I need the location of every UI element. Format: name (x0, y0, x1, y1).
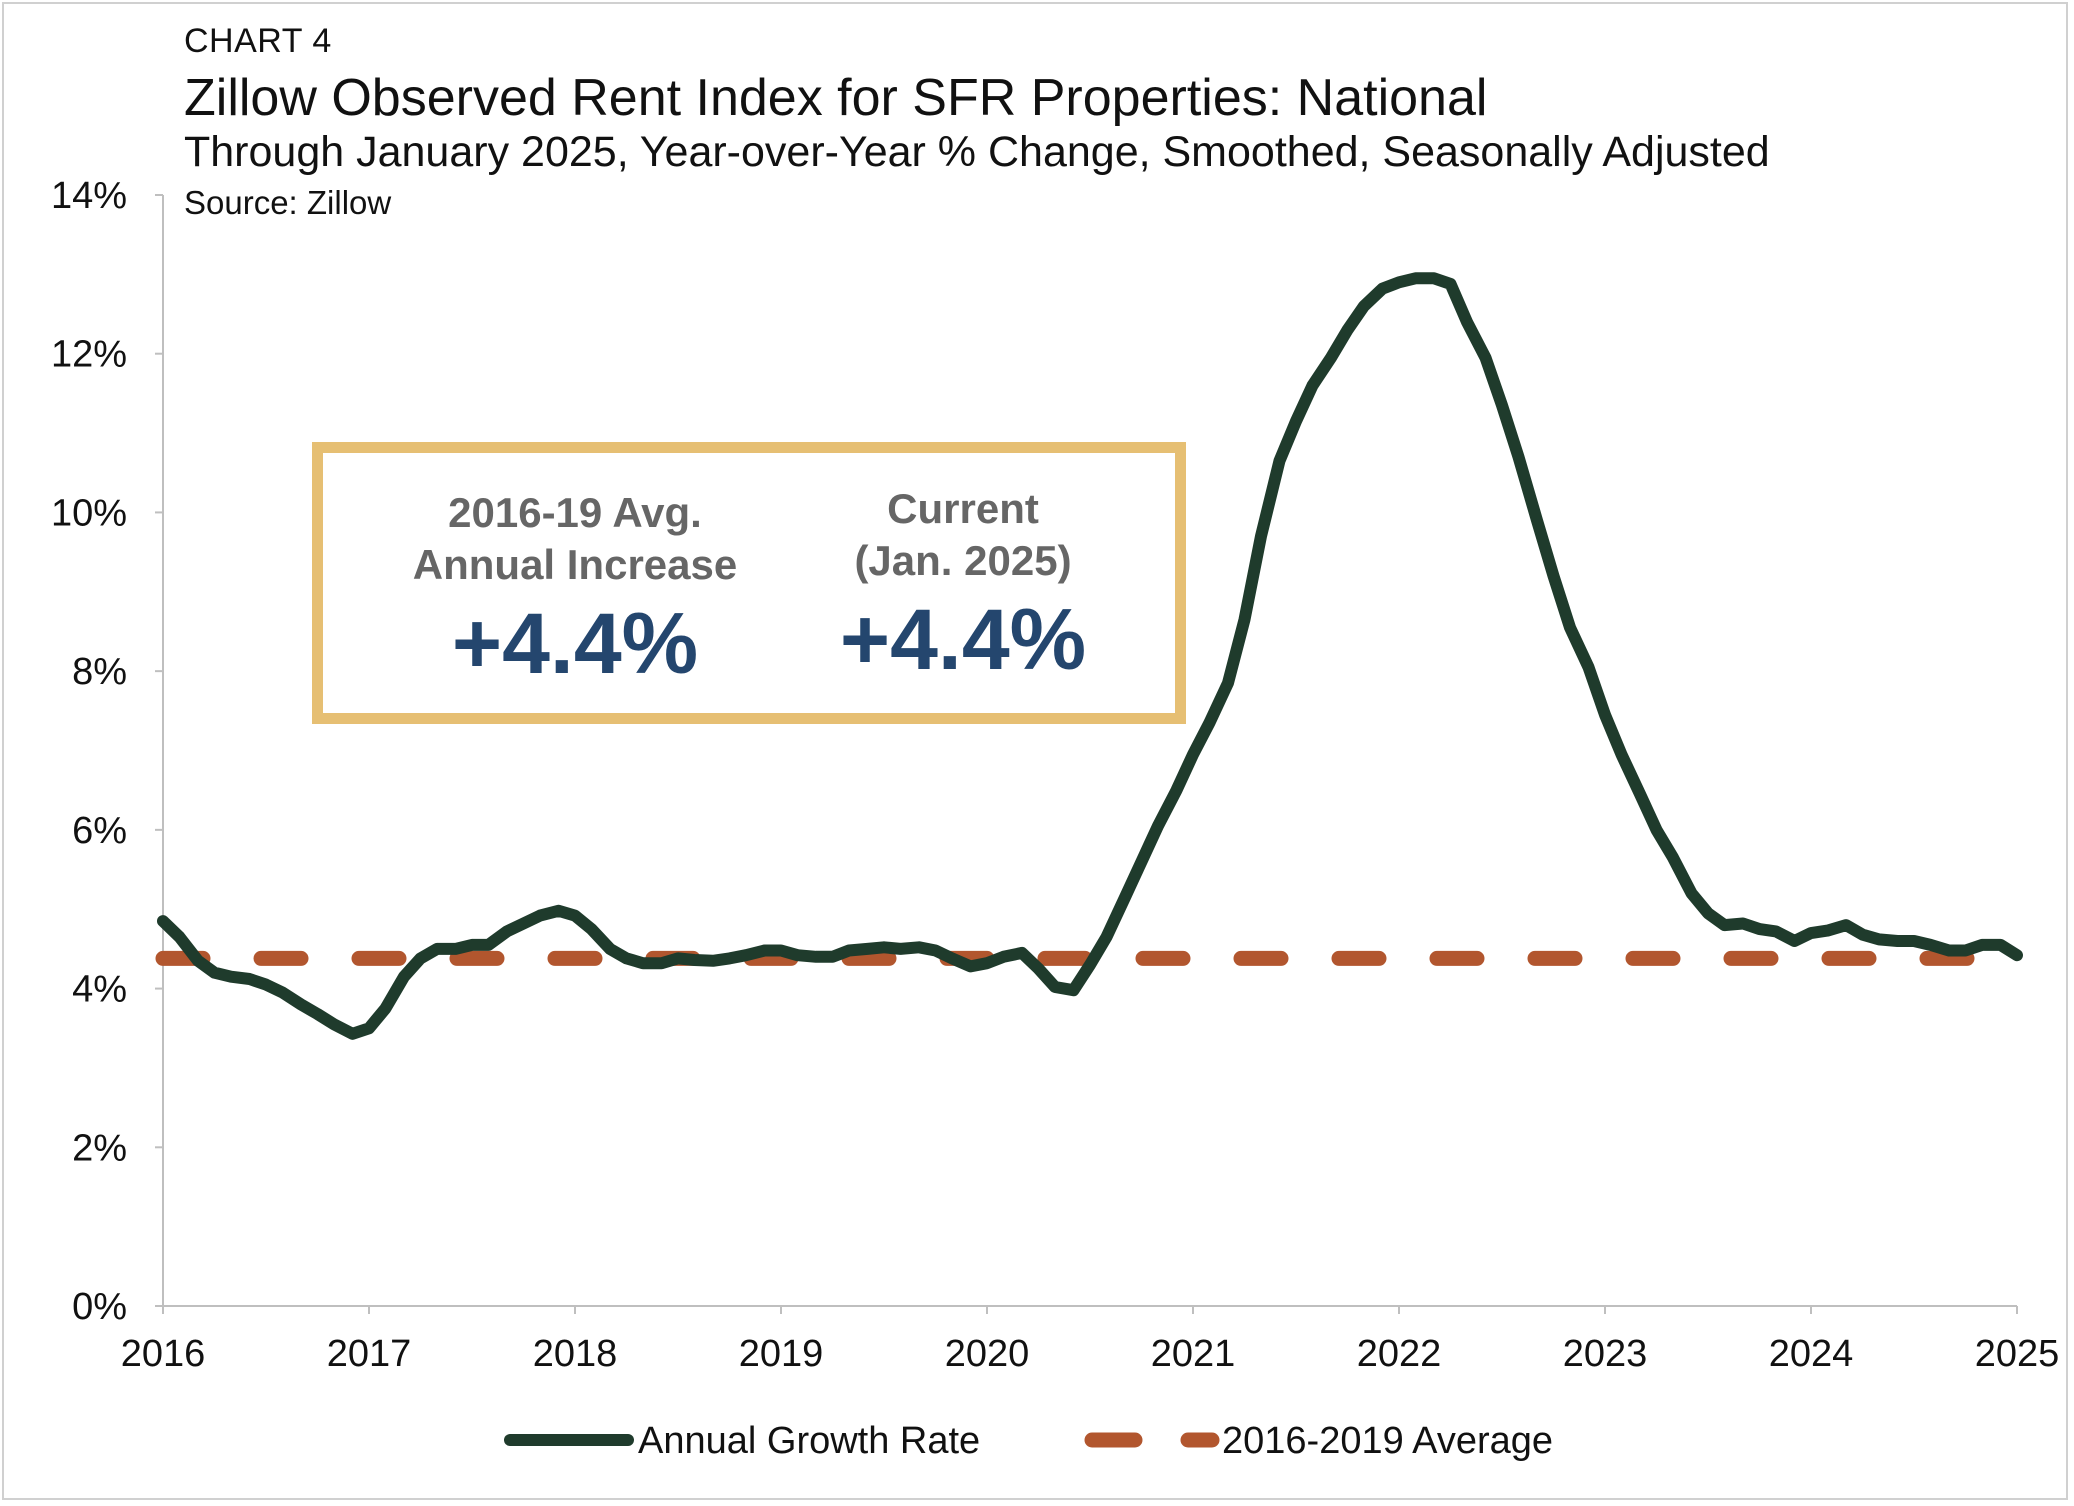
axes: 0% 2% 4% 6% 8% 10% 12% 14% 2016 2017 2018 2019 2020 2… (51, 175, 2059, 1375)
x-tick-label: 2018 (533, 1333, 618, 1375)
x-tick-label: 2016 (121, 1333, 206, 1375)
callout-average-value: +4.4% (451, 596, 699, 692)
callout-current-label-2: (Jan. 2025) (854, 537, 1072, 584)
chart-marks (155, 272, 2025, 1040)
callout-average-label-2: Annual Increase (412, 541, 738, 588)
y-tick-label: 8% (72, 651, 127, 693)
x-tick-label: 2024 (1769, 1333, 1854, 1375)
x-tick-label: 2019 (739, 1333, 824, 1375)
chart-subtitle: Through January 2025, Year-over-Year % C… (184, 128, 1770, 176)
series-line-annual-growth (157, 272, 2023, 1040)
callout-current-label-1: Current (887, 485, 1039, 532)
callout-current-value: +4.4% (839, 592, 1087, 688)
x-tick-label: 2025 (1975, 1333, 2060, 1375)
y-tick-label: 4% (72, 969, 127, 1011)
x-tick-label: 2021 (1151, 1333, 1236, 1375)
legend-label-annual-growth: Annual Growth Rate (638, 1420, 980, 1462)
y-tick-label: 14% (51, 175, 127, 217)
x-tick-label: 2020 (945, 1333, 1030, 1375)
x-tick-label: 2017 (327, 1333, 412, 1375)
x-tick-label: 2022 (1357, 1333, 1442, 1375)
chart-label: CHART 4 (184, 22, 332, 60)
callout-average-label-1: 2016-19 Avg. (448, 489, 702, 536)
y-tick-label: 10% (51, 492, 127, 534)
callout-box: 2016-19 Avg. Annual Increase +4.4% Curre… (312, 442, 1186, 724)
y-tick-label: 2% (72, 1127, 127, 1169)
y-tick-label: 0% (72, 1286, 127, 1328)
chart-source: Source: Zillow (184, 184, 392, 221)
x-tick-label: 2023 (1563, 1333, 1648, 1375)
legend-label-average: 2016-2019 Average (1222, 1420, 1553, 1462)
y-tick-label: 6% (72, 810, 127, 852)
legend: Annual Growth Rate 2016-2019 Average (504, 1420, 1553, 1462)
callout-current: Current (Jan. 2025) +4.4% (763, 453, 1163, 685)
chart-title: Zillow Observed Rent Index for SFR Prope… (184, 69, 1488, 127)
y-tick-label: 12% (51, 334, 127, 376)
callout-average: 2016-19 Avg. Annual Increase +4.4% (375, 453, 775, 689)
